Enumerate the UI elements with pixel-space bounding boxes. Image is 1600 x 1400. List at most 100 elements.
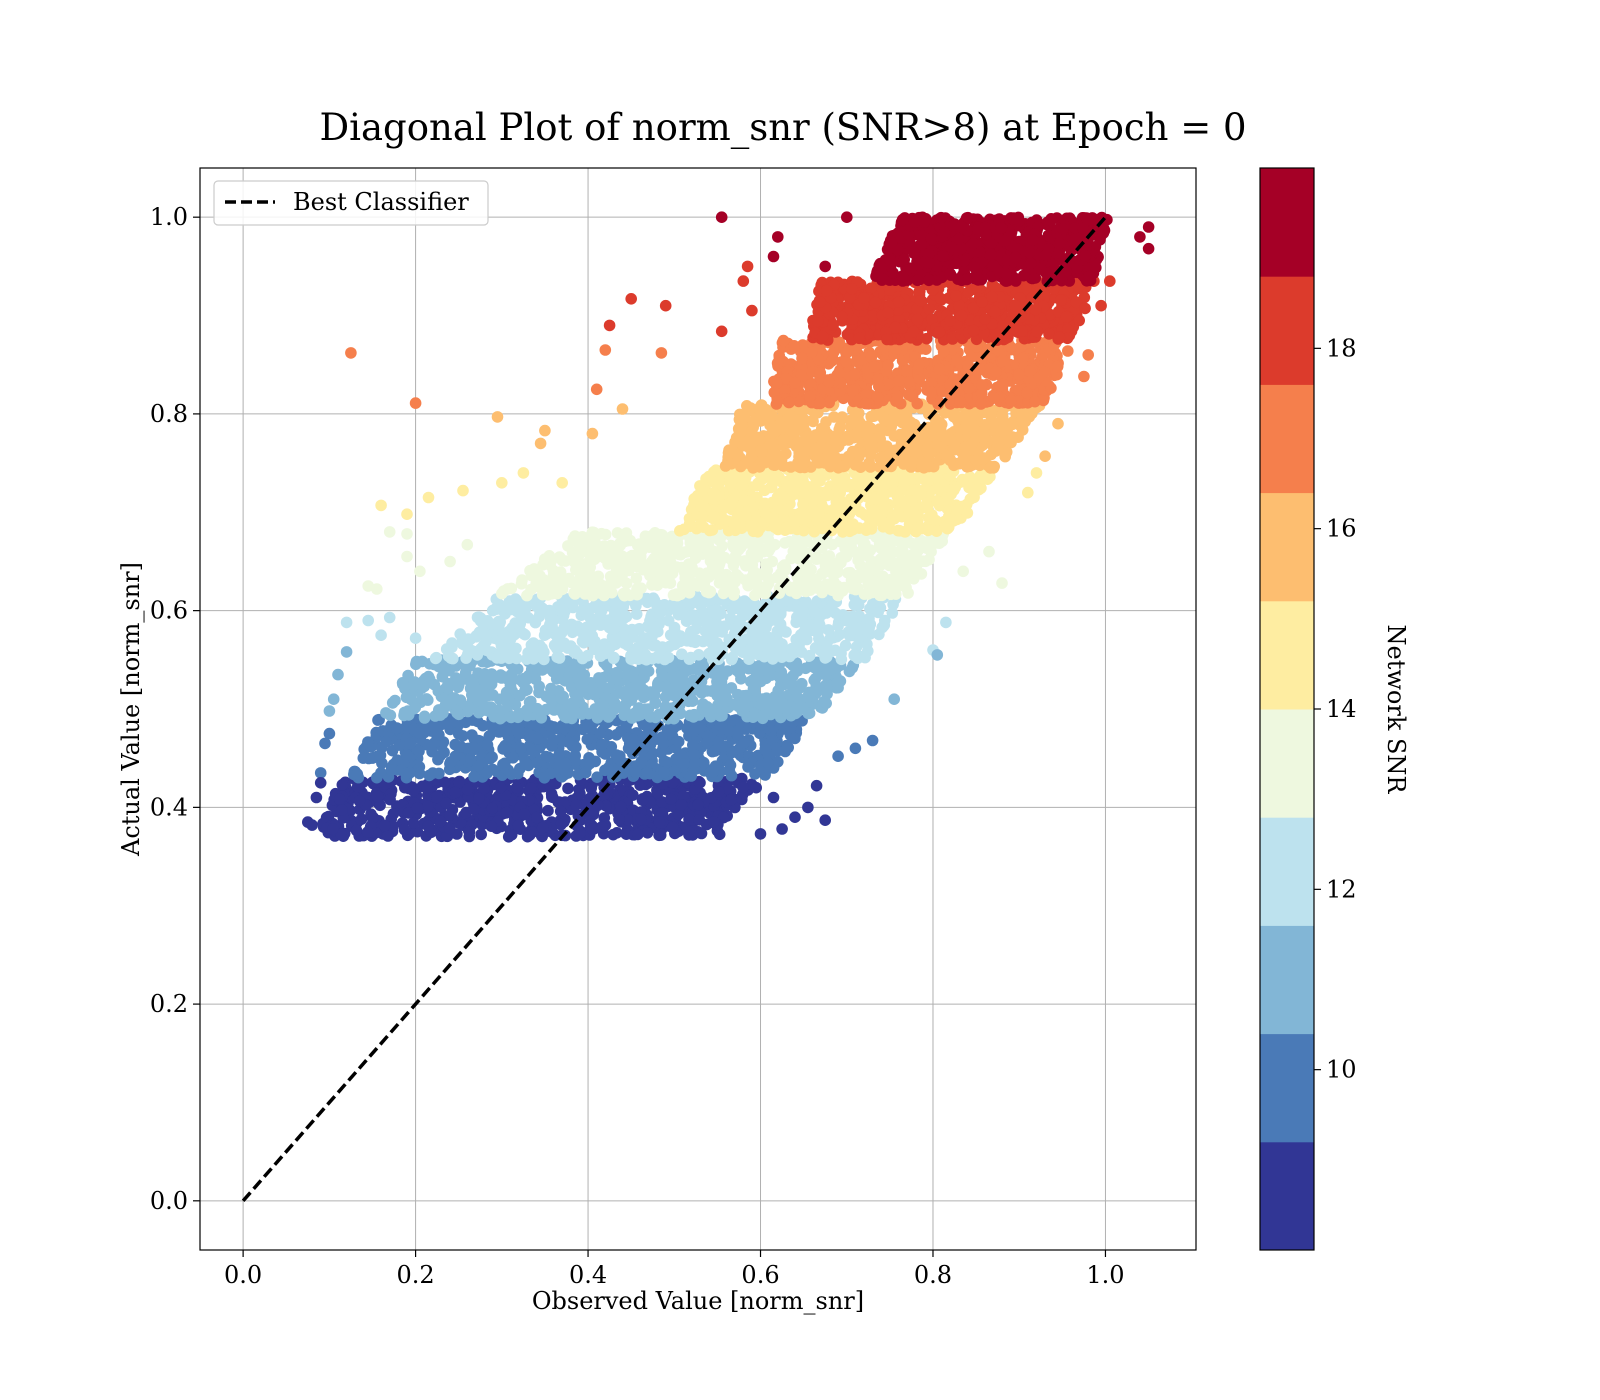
scatter-point [987,462,1000,474]
scatter-point [620,828,633,840]
scatter-point [635,556,647,568]
scatter-point [531,702,543,715]
scatter-point [767,653,779,665]
scatter-point [731,554,744,567]
scatter-point [350,824,363,837]
scatter-point [863,457,876,470]
chart-title: Diagonal Plot of norm_snr (SNR>8) at Epo… [319,106,1246,150]
scatter-point [905,495,918,508]
scatter-point [872,606,884,619]
scatter-point [601,682,614,695]
scatter-point [533,610,545,623]
scatter-point [467,803,480,815]
scatter-point [798,579,811,592]
scatter-point [863,621,875,634]
scatter-point [557,708,570,721]
scatter-point [609,633,621,646]
scatter-point [853,610,865,622]
scatter-point [600,800,612,812]
scatter-point [567,533,580,545]
scatter-point [635,582,647,594]
scatter-point [656,731,668,743]
scatter-point [992,437,1005,449]
scatter-point [873,431,886,443]
scatter-point [582,632,594,645]
scatter-point [746,558,759,571]
scatter-point [428,721,441,733]
scatter-point [499,690,512,703]
scatter-point [732,724,745,737]
scatter-point [611,764,624,777]
scatter-point [723,574,735,586]
scatter-point [965,439,978,451]
scatter-point [745,520,757,532]
scatter-point [661,756,673,769]
scatter-point [378,819,391,832]
scatter-point [336,779,349,791]
scatter-point [773,671,786,684]
scatter-point [698,756,710,769]
scatter-point [725,769,738,782]
scatter-point [558,722,570,735]
scatter-point [800,596,812,608]
scatter-point [569,755,582,768]
scatter-point [511,663,524,675]
scatter-point [926,423,938,435]
scatter-point [722,515,735,527]
scatter-point [753,433,766,446]
scatter-point [404,737,416,750]
scatter-point [806,414,819,427]
scatter-point [410,658,422,671]
scatter-point [582,582,595,594]
scatter-point [919,457,932,470]
scatter-point [353,795,366,807]
scatter-point [553,633,566,645]
scatter-point [594,727,606,740]
scatter-point [562,782,574,795]
scatter-point [545,588,558,600]
scatter-point [665,793,677,805]
scatter-point [617,601,630,613]
scatter-point [746,625,759,637]
scatter-point [546,791,558,803]
scatter-point [510,781,523,794]
scatter-point [741,400,753,412]
scatter-point [442,650,455,662]
scatter-point [409,701,422,714]
scatter-point [413,745,425,758]
scatter-point [723,725,735,737]
scatter-point [374,749,387,761]
scatter-point [701,567,713,579]
scatter-point [481,767,493,779]
scatter-point [453,777,465,789]
scatter-point [597,583,610,595]
scatter-point [742,579,754,592]
scatter-point [717,587,730,600]
scatter-point [853,448,865,460]
scatter-point [860,522,873,535]
scatter-point [351,780,364,793]
scatter-point [816,522,829,535]
scatter-point [806,432,818,444]
scatter-point [793,436,806,448]
scatter-point [574,827,586,840]
scatter-point [545,767,557,780]
scatter-point [653,816,666,829]
scatter-point [524,742,536,755]
scatter-point [736,480,749,492]
scatter-point [533,680,545,693]
scatter-point [512,819,525,832]
scatter-point [475,828,488,841]
scatter-point [818,566,830,579]
scatter-point [881,415,894,427]
scatter-point [906,548,919,561]
scatter-point [707,486,720,499]
scatter-point [519,756,531,769]
scatter-point [422,820,435,832]
scatter-point [632,828,644,841]
scatter-point [407,817,420,829]
scatter-point [680,615,693,627]
scatter-point [660,576,672,589]
scatter-point [711,642,724,654]
scatter-point [512,721,525,733]
